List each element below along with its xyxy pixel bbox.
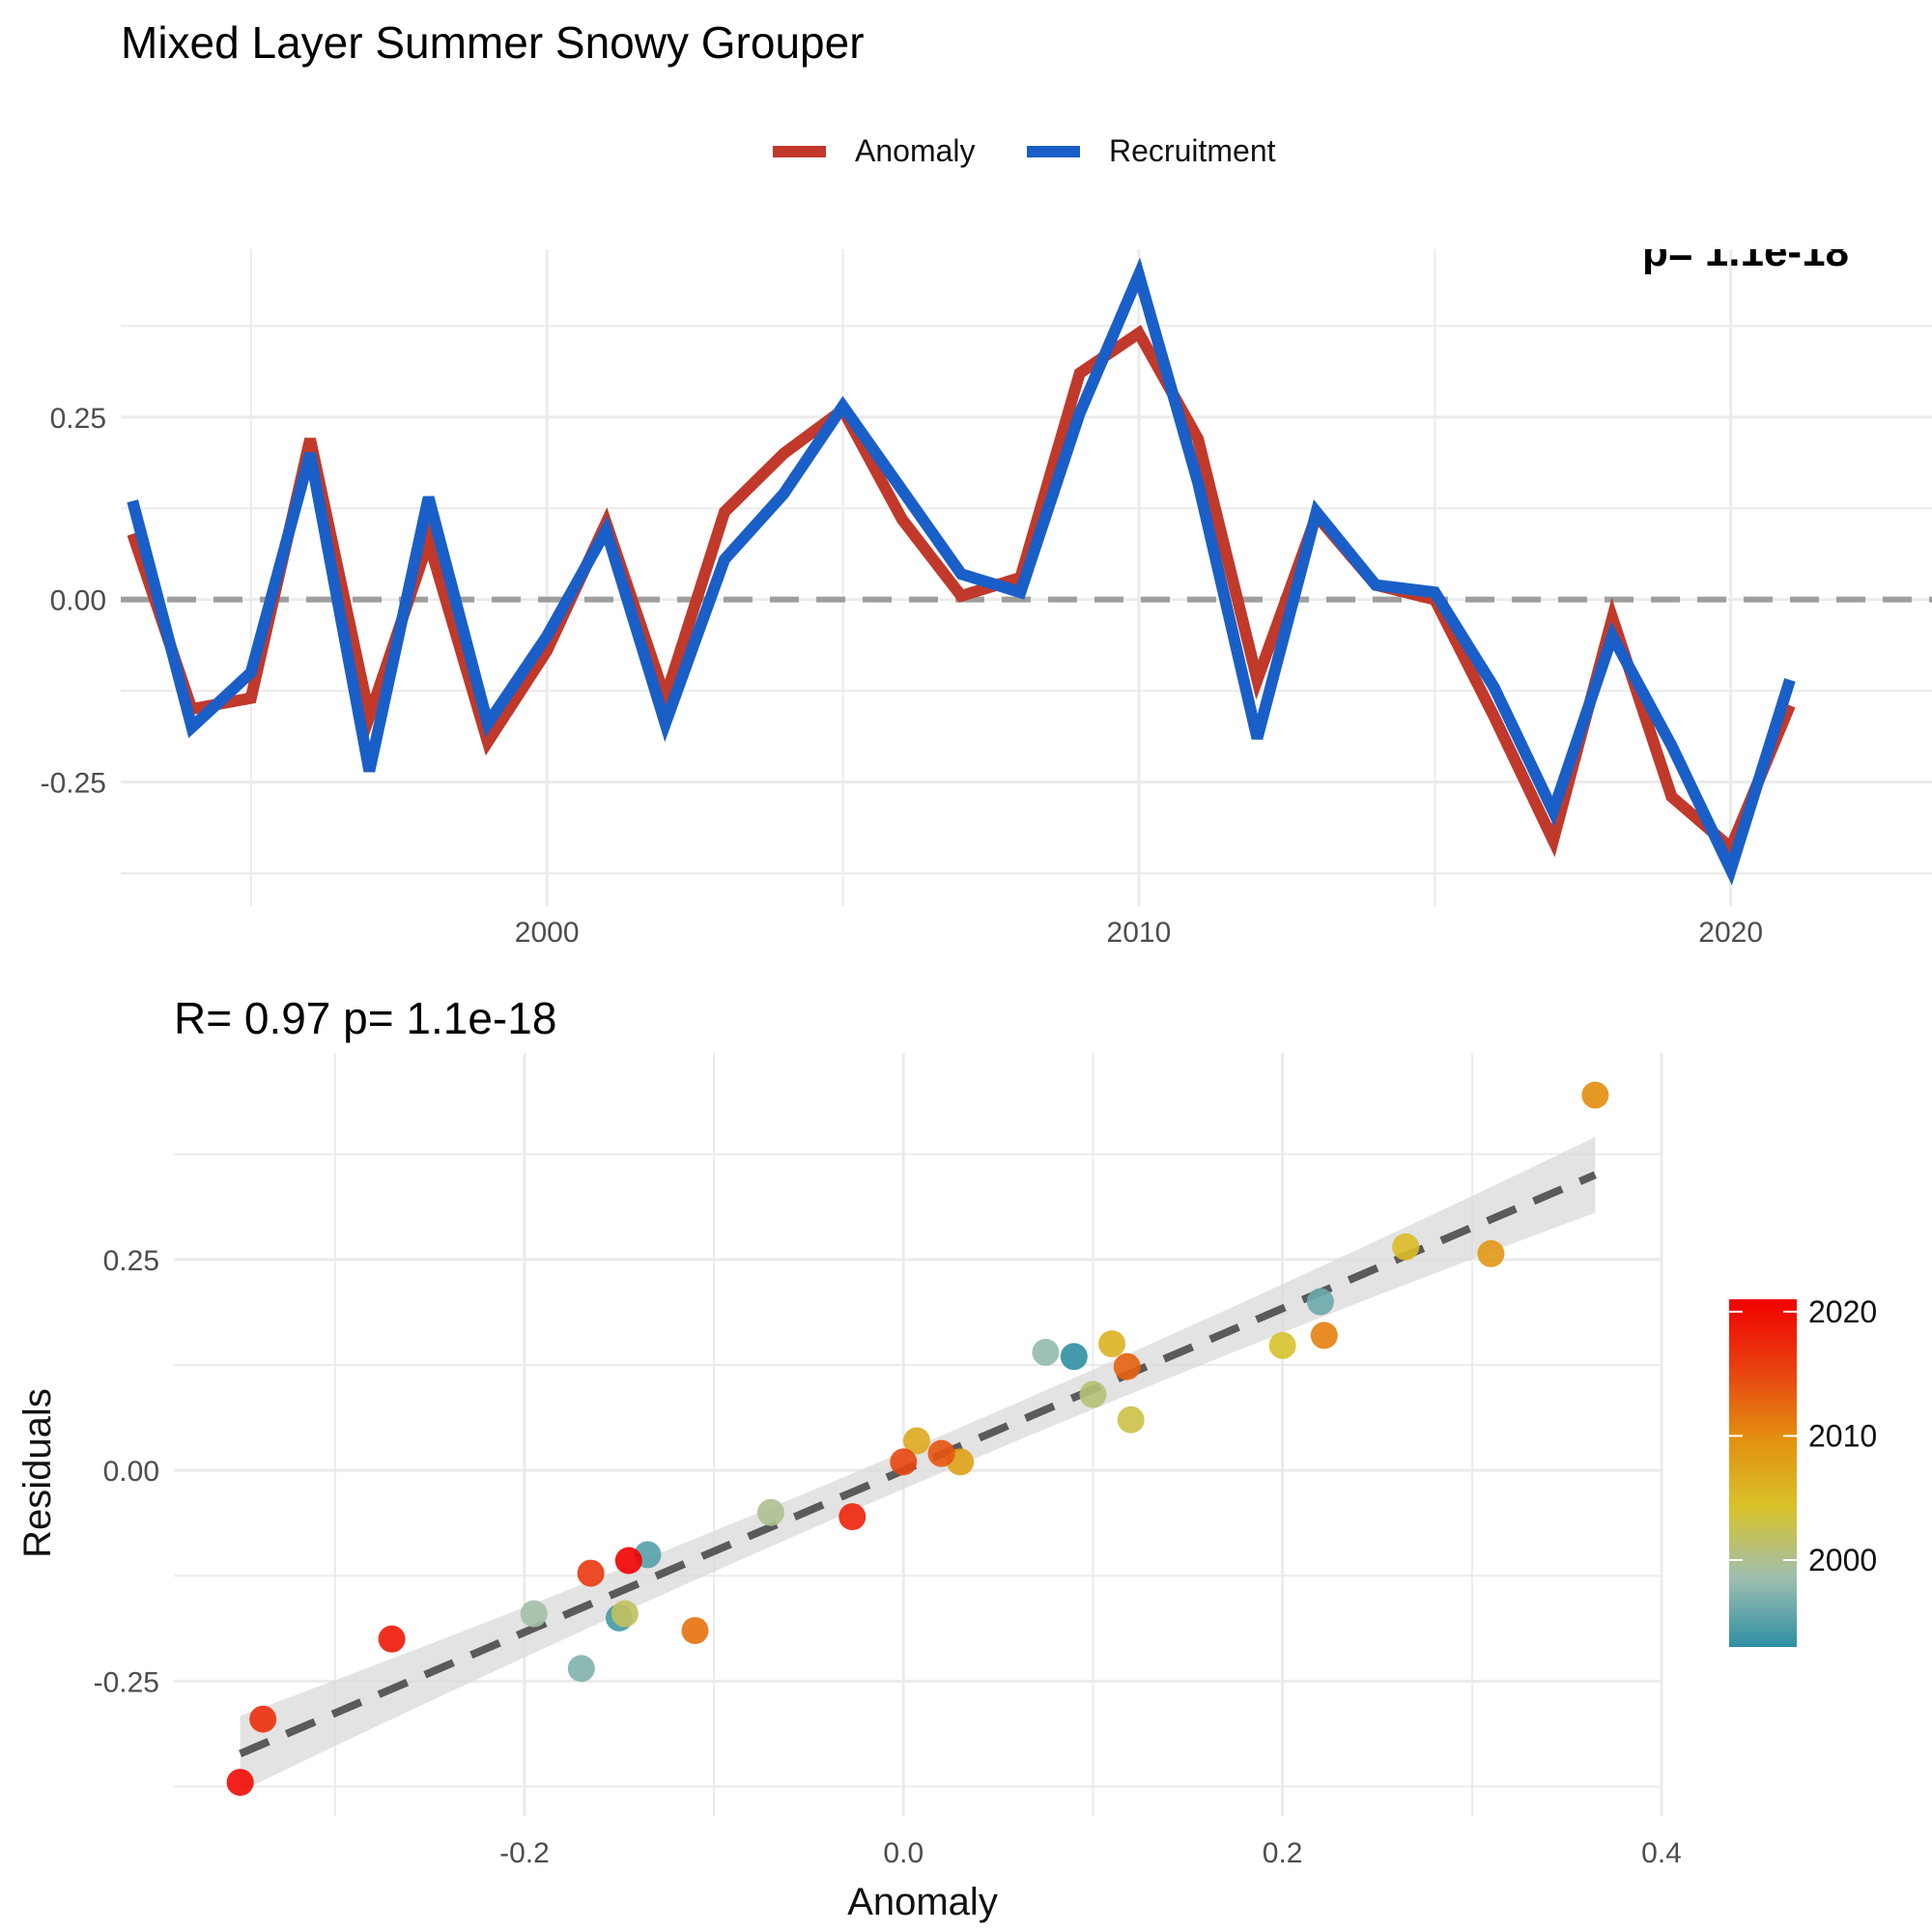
scatter-title: R= 0.97 p= 1.1e-18 (174, 993, 556, 1043)
series-line-recruitment (127, 257, 1796, 886)
scatter-point (1268, 1331, 1296, 1359)
scatter-point (681, 1616, 709, 1644)
scatter-point (756, 1498, 784, 1526)
colorbar-tick-label: 2000 (1808, 1543, 1877, 1577)
scatter-point (1392, 1233, 1420, 1261)
scatter-point (567, 1655, 595, 1683)
scatter-y-tick-labels: -0.25 0.00 0.25 (94, 1245, 159, 1698)
time-series-lines (127, 257, 1796, 886)
scatter-point (927, 1439, 955, 1467)
scatter-point (1060, 1343, 1088, 1371)
time-series-y-tick-labels: -0.25 0.00 0.25 (41, 403, 106, 800)
scatter-point (226, 1769, 254, 1797)
colorbar-ticks: 2000 2010 2020 (1729, 1294, 1877, 1577)
scatter-point (1032, 1338, 1060, 1366)
corner-stat-label: p= 1.1e-18 (1642, 228, 1849, 275)
series-line-anomaly (127, 325, 1796, 858)
y-axis-title: Residuals (16, 1388, 59, 1558)
scatter-point (1113, 1352, 1141, 1380)
x-tick-label: 0.4 (1641, 1837, 1682, 1869)
x-tick-label: 2000 (515, 917, 580, 949)
scatter-point (611, 1600, 639, 1628)
legend-label-recruitment: Recruitment (1109, 133, 1276, 168)
scatter-point (1310, 1321, 1338, 1350)
scatter-x-tick-labels: -0.2 0.0 0.2 0.4 (499, 1837, 1682, 1869)
y-tick-label: -0.25 (94, 1666, 159, 1698)
scatter-point (1477, 1239, 1505, 1267)
legend: Anomaly Recruitment (773, 133, 1276, 168)
x-tick-label: -0.2 (499, 1837, 550, 1869)
scatter-point (838, 1503, 867, 1531)
regression-line (239, 1171, 1597, 1758)
scatter-grid (174, 1053, 1663, 1816)
scatter-point (520, 1600, 548, 1628)
x-axis-title: Anomaly (847, 1881, 998, 1923)
time-series-x-tick-labels: 2000 2010 2020 (515, 917, 1763, 949)
scatter-panel: R= 0.97 p= 1.1e-18 -0.25 0.00 0.25 -0.2 0.0… (16, 993, 1877, 1923)
x-tick-label: 0.0 (883, 1837, 923, 1869)
scatter-point (903, 1427, 931, 1455)
scatter-point (249, 1705, 277, 1733)
scatter-point (1079, 1380, 1107, 1408)
colorbar (1729, 1299, 1797, 1647)
time-series-panel: -0.25 0.00 0.25 2000 2010 2020 p= 1.1e-18 (41, 228, 1932, 949)
scatter-point (1117, 1406, 1145, 1434)
colorbar-tick-label: 2010 (1808, 1418, 1877, 1453)
legend-label-anomaly: Anomaly (855, 133, 976, 168)
colorbar-tick-label: 2020 (1808, 1294, 1877, 1329)
y-tick-label: -0.25 (41, 768, 106, 800)
y-tick-label: 0.00 (103, 1456, 159, 1488)
x-tick-label: 2010 (1107, 917, 1172, 949)
scatter-point (1581, 1081, 1609, 1109)
scatter-points (226, 1081, 1609, 1797)
y-tick-label: 0.00 (50, 585, 106, 617)
scatter-point (577, 1559, 605, 1587)
y-tick-label: 0.25 (50, 403, 106, 435)
scatter-point (614, 1547, 642, 1575)
scatter-point (890, 1448, 918, 1476)
scatter-point (1306, 1288, 1334, 1316)
scatter-point (1098, 1330, 1126, 1358)
x-tick-label: 0.2 (1263, 1837, 1303, 1869)
x-tick-label: 2020 (1698, 917, 1763, 949)
y-tick-label: 0.25 (103, 1245, 159, 1277)
scatter-point (378, 1625, 406, 1653)
confidence-band (240, 1136, 1596, 1792)
figure-title: Mixed Layer Summer Snowy Grouper (121, 17, 865, 68)
